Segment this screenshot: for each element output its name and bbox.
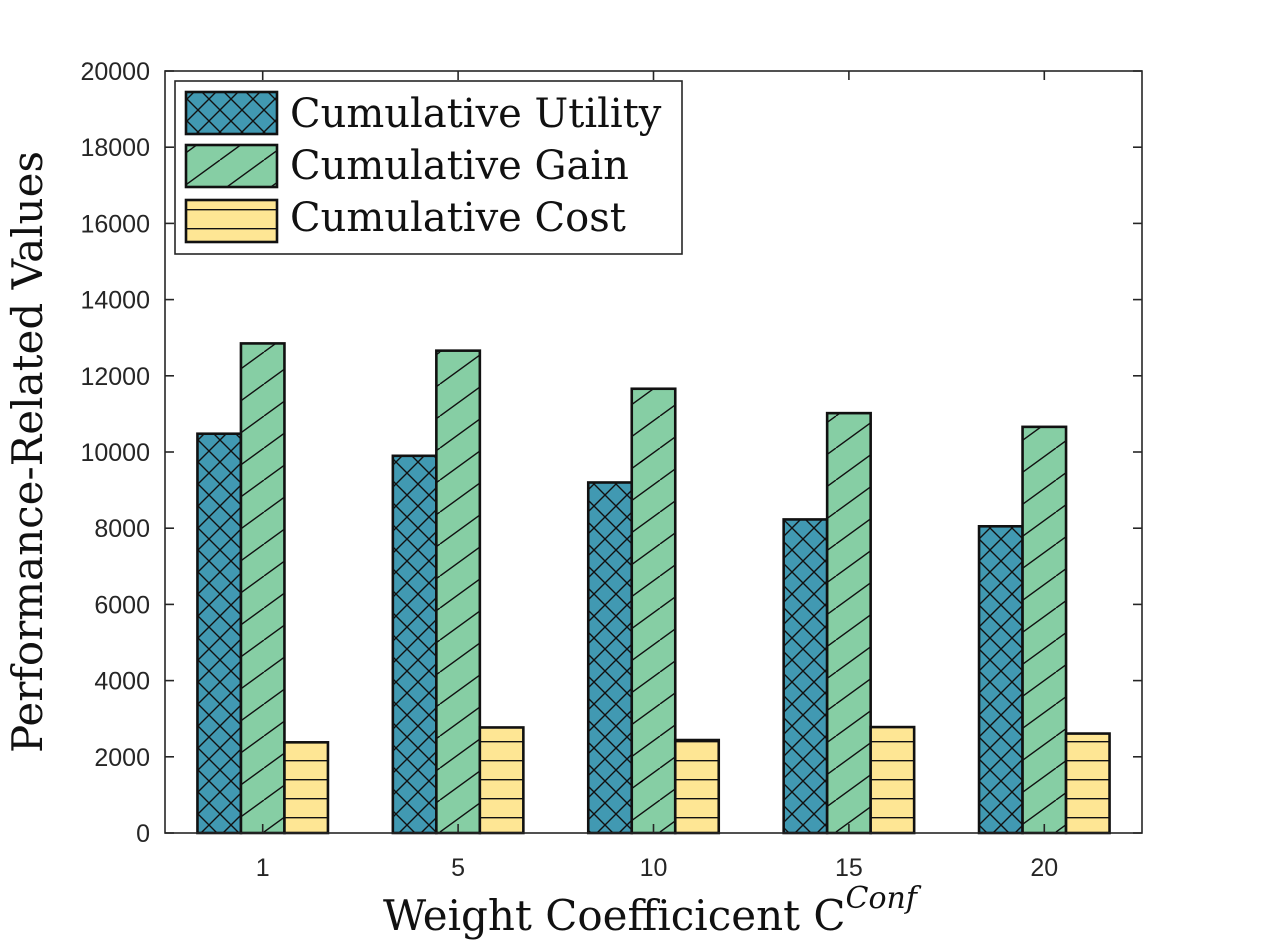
legend-label-cost: Cumulative Cost [290, 195, 626, 241]
y-tick-label-10: 20000 [80, 58, 150, 86]
y-tick-label-4: 8000 [94, 515, 150, 543]
y-tick-labels: 0 2000 4000 6000 8000 10000 12000 14000 16000 180… [80, 58, 150, 848]
plot-frame [164, 70, 1143, 834]
bar-cumulative-gain-5 [435, 349, 482, 835]
bar-cumulative-cost-20 [1064, 732, 1111, 835]
x-tick-label-0: 1 [256, 854, 270, 882]
bar-cumulative-utility-15 [782, 518, 829, 835]
x-axis-title-main: Weight Coefficicent C [383, 891, 846, 940]
bar-cumulative-cost-15 [869, 725, 916, 835]
x-axis-title: Weight Coefficicent CConf [383, 881, 922, 940]
x-tick-label-3: 15 [835, 854, 863, 882]
y-tick-label-9: 18000 [80, 134, 150, 162]
bar-cumulative-gain-1 [239, 342, 286, 835]
y-tick-label-1: 2000 [94, 744, 150, 772]
x-tick-label-2: 10 [640, 854, 668, 882]
legend-swatch-gain [184, 143, 279, 189]
bar-cumulative-utility-10 [586, 481, 634, 835]
y-tick-label-2: 4000 [94, 668, 150, 696]
legend-label-utility: Cumulative Utility [290, 91, 662, 137]
bar-cumulative-utility-20 [977, 524, 1024, 835]
x-tick-label-1: 5 [451, 854, 465, 882]
y-tick-label-7: 14000 [80, 287, 150, 315]
x-tick-label-4: 20 [1030, 854, 1058, 882]
y-tick-label-0: 0 [136, 820, 150, 848]
bar-cumulative-cost-5 [478, 726, 525, 835]
y-tick-label-3: 6000 [94, 591, 150, 619]
x-axis-title-superscript: Conf [846, 881, 922, 916]
y-tick-label-8: 16000 [80, 210, 150, 238]
bar-cumulative-cost-1 [283, 741, 330, 835]
y-tick-label-5: 10000 [80, 439, 150, 467]
bar-cumulative-gain-15 [825, 411, 872, 835]
bar-cumulative-gain-20 [1021, 425, 1068, 835]
bar-cumulative-utility-1 [196, 432, 243, 835]
bar-cumulative-cost-10 [673, 738, 721, 835]
y-axis-title: Performance-Related Values [3, 151, 52, 753]
bars [196, 342, 1111, 835]
legend-label-gain: Cumulative Gain [290, 143, 629, 189]
tick-marks [165, 70, 1142, 834]
bar-cumulative-gain-10 [630, 387, 677, 835]
x-tick-labels: 1 5 10 15 20 [256, 854, 1058, 882]
legend-swatch-cost [184, 198, 279, 244]
legend-swatch-utility [184, 90, 279, 136]
y-tick-label-6: 12000 [80, 363, 150, 391]
legend: Cumulative Utility Cumulative Gain Cumul… [174, 80, 683, 255]
bar-cumulative-utility-5 [391, 454, 438, 835]
